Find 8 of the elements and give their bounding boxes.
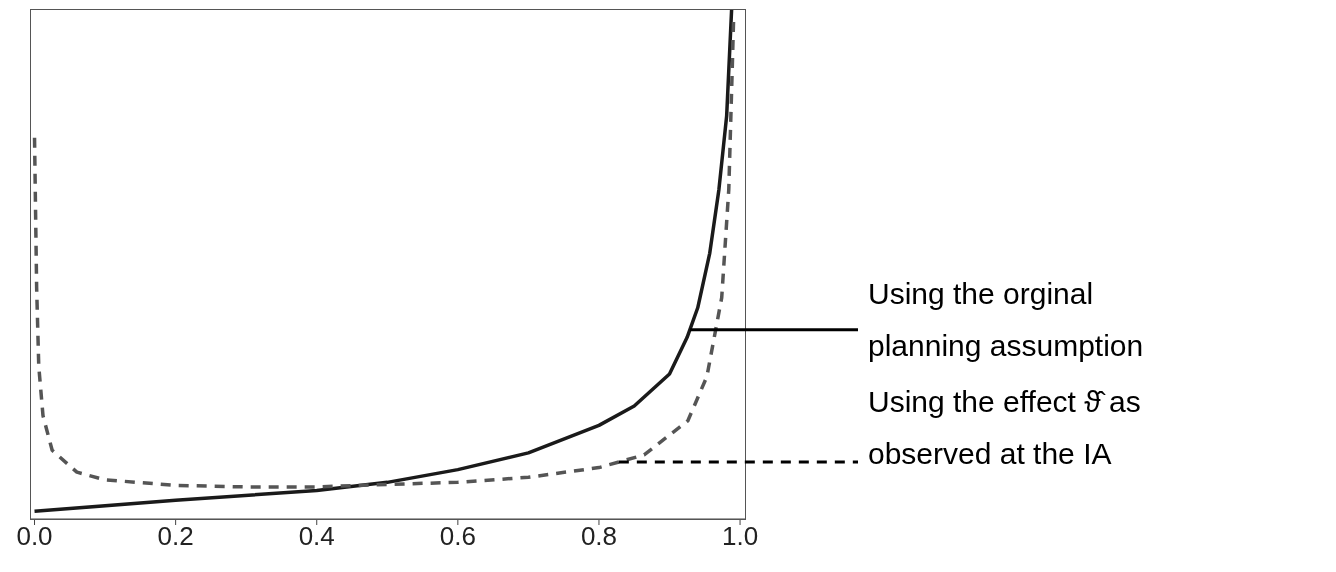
x-tick-label: 0.6 — [439, 521, 476, 552]
x-tick-label: 0.0 — [16, 521, 53, 552]
x-tick-label: 0.4 — [298, 521, 335, 552]
x-tick-label: 0.2 — [157, 521, 194, 552]
x-tick-label: 0.8 — [580, 521, 618, 552]
x-tick-label: 1.0 — [721, 521, 759, 552]
text: Using the orginal planning assumption — [868, 276, 1145, 364]
text: Using the effect ϑ̂ as observed at the IA — [868, 384, 1142, 472]
